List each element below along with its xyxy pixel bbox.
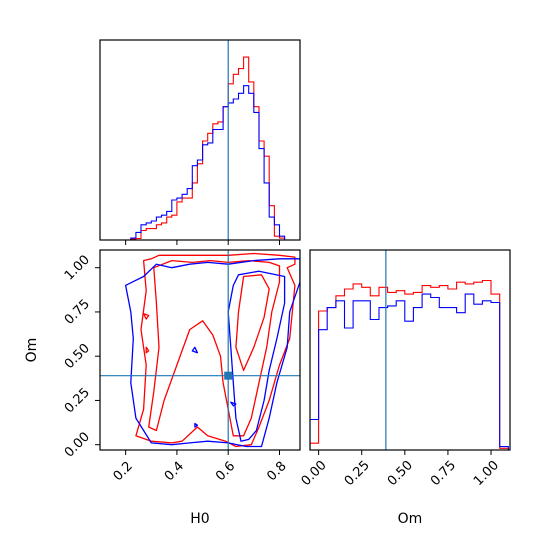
contour-y-tick-label-2: 0.50 [62, 341, 93, 372]
contour-x-tick-label-3: 0.8 [264, 459, 289, 484]
om-histogram-blue-series [310, 293, 509, 450]
contour-frame [99, 249, 301, 451]
contour-blue-0 [124, 258, 300, 448]
contour-y-tick-label-4: 1.00 [62, 253, 93, 284]
om-x-tick-label-1: 0.25 [342, 458, 373, 489]
contour-blue-3 [230, 401, 237, 407]
om-y-axis-label: Om [24, 338, 40, 363]
contour-x-tick-label-0: 0.2 [111, 459, 136, 484]
h0-om-contour-panel: 0.2 0.4 0.6 0.8 0.00 0.25 0.50 0.75 1.00 [62, 249, 301, 484]
contour-red-4 [145, 346, 150, 354]
contour-blue-2 [191, 346, 199, 354]
h0-histogram-curves [100, 56, 300, 240]
contour-x-tick-label-1: 0.4 [162, 459, 187, 484]
om-histogram-red-series [310, 279, 509, 450]
contour-red-0 [135, 252, 296, 448]
axis-labels: H0 Om Om [24, 338, 422, 527]
contour-y-tick-label-0: 0.00 [62, 430, 93, 461]
om-axis-label: Om [398, 511, 423, 527]
om-x-tick-label-2: 0.50 [385, 458, 416, 489]
contour-red-1 [148, 259, 281, 437]
contour-curves [124, 252, 300, 448]
om-histogram-panel: 0.00 0.25 0.50 0.75 1.00 [299, 249, 511, 489]
h0-axis-label: H0 [190, 511, 209, 527]
contour-blue-4 [194, 422, 199, 428]
contour-red-2 [235, 274, 270, 372]
om-x-tick-label-3: 0.75 [428, 458, 459, 489]
contour-y-tick-label-1: 0.25 [62, 385, 93, 416]
om-histogram-frame [309, 249, 511, 451]
h0-histogram-blue-series [100, 85, 300, 240]
h0-histogram-frame [99, 39, 301, 241]
contour-red-3 [142, 313, 150, 320]
om-histogram-curves [310, 279, 509, 450]
h0-histogram-red-series [100, 56, 300, 240]
h0-histogram-panel [99, 39, 301, 245]
contour-x-tick-label-2: 0.6 [213, 459, 238, 484]
om-x-tick-label-0: 0.00 [299, 458, 330, 489]
contour-y-tick-label-3: 0.75 [62, 297, 93, 328]
contour-blue-1 [227, 270, 286, 442]
om-x-tick-label-4: 1.00 [471, 458, 502, 489]
truth-marker [224, 371, 233, 380]
